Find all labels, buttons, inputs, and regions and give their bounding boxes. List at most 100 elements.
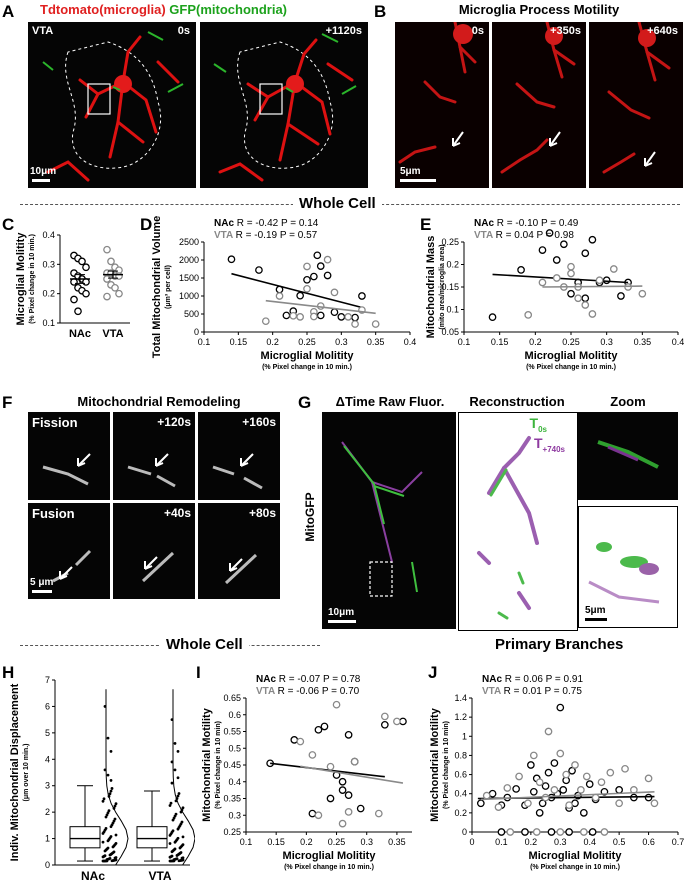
- data-point-nac: [282, 311, 291, 320]
- title-microglia: Tdtomato(microglia): [40, 2, 166, 17]
- x-tick-label: 0.35: [367, 337, 385, 347]
- panel-label-e: E: [420, 215, 432, 234]
- data-point-vta: [115, 289, 123, 298]
- data-point-vta: [314, 811, 323, 820]
- data-point-vta: [556, 828, 565, 836]
- data-point-vta: [494, 803, 503, 811]
- y-tick-label: 0.6: [228, 710, 241, 720]
- stats-nac: NAc R = 0.06 P = 0.91: [482, 674, 583, 685]
- x-category-label: NAc: [81, 869, 105, 883]
- distribution-point: [170, 854, 174, 858]
- x-tick-label: 0: [469, 837, 474, 847]
- data-point-nac: [581, 294, 590, 303]
- data-point-vta: [296, 737, 305, 746]
- data-point-vta: [524, 799, 532, 808]
- y-tick-label: 0.4: [42, 230, 55, 240]
- y-tick-label: 2500: [179, 237, 199, 247]
- data-point-vta: [552, 274, 561, 282]
- distribution-point: [101, 799, 105, 803]
- y-tick-label: 4: [45, 754, 50, 764]
- outlier-point: [176, 749, 180, 753]
- mito-image-graphic: [224, 553, 258, 585]
- process-image-graphic: [602, 22, 671, 174]
- y-tick-label: 0.65: [223, 693, 241, 703]
- distribution-point: [108, 857, 112, 860]
- data-point-nac: [535, 809, 544, 817]
- mito-raw-graphic: [341, 441, 423, 597]
- panel-g-raw-image: 10μm: [322, 412, 456, 629]
- data-point-vta: [393, 717, 401, 726]
- y-axis-sublabel: (% Pixel change in 10 min): [215, 721, 222, 809]
- x-axis-sublabel: (% Pixel change in 10 min.): [262, 364, 352, 371]
- fusion-image-1: Fusion 5 μm: [28, 503, 110, 599]
- data-point-nac: [541, 782, 550, 790]
- distribution-point: [105, 859, 109, 863]
- panel-b-image-3: +640s: [589, 22, 683, 188]
- data-point-nac: [313, 251, 322, 260]
- panel-a-image-1120s: +1120s: [200, 22, 368, 188]
- scale-label: 5μm: [400, 166, 421, 177]
- outlier-point: [176, 776, 180, 780]
- data-point-vta: [111, 283, 119, 292]
- data-point-vta: [350, 757, 359, 766]
- panel-f-title: Mitochondrial Remodeling: [77, 394, 241, 409]
- x-tick-label: 0.4: [583, 837, 596, 847]
- x-tick-label: 0.5: [613, 837, 626, 847]
- time-label-1120s: +1120s: [325, 25, 362, 37]
- panel-b-title: Microglia Process Motility: [458, 2, 620, 17]
- chart-j: 0 0.1 0.2 0.3 0.4 0.5 0.6 0.7 0 0.2 0.4 0.6 0.8 1 1.2 1…: [429, 674, 684, 871]
- distribution-point: [176, 794, 180, 798]
- scale-bar: [328, 620, 356, 623]
- fission-image-3: +160s: [198, 412, 280, 500]
- x-tick-label: 0.2: [266, 337, 279, 347]
- y-tick-label: 0.55: [223, 727, 241, 737]
- outlier-point: [173, 768, 177, 772]
- outlier-point: [106, 773, 110, 777]
- y-tick-label: 0.4: [454, 789, 467, 799]
- data-point-vta: [638, 289, 647, 298]
- distribution-point: [106, 846, 110, 850]
- data-point-nac: [303, 275, 311, 284]
- data-point-vta: [524, 311, 533, 319]
- y-tick-label: 0.1: [42, 318, 55, 328]
- x-tick-label: 0.1: [458, 337, 471, 347]
- data-point-nac: [538, 246, 547, 254]
- x-tick-label: 0.35: [388, 837, 406, 847]
- time-label: 0s: [471, 25, 484, 37]
- data-point-nac: [82, 289, 90, 298]
- y-tick-label: 1.2: [454, 712, 467, 722]
- y-axis-label: Microglial Molitity: [15, 232, 27, 326]
- data-point-nac: [527, 761, 535, 769]
- distribution-point: [113, 804, 117, 808]
- data-point-vta: [595, 276, 604, 285]
- fission-image-1: Fission: [28, 412, 110, 500]
- data-point-vta: [581, 301, 590, 309]
- x-tick-label: 0.25: [562, 337, 580, 347]
- x-tick-label: 0.2: [525, 837, 538, 847]
- x-axis-label: Microglial Molitity: [261, 350, 355, 362]
- distribution-point: [105, 813, 109, 817]
- y-tick-label: 1500: [179, 273, 199, 283]
- x-tick-label: 0.4: [404, 337, 417, 347]
- y-tick-label: 0.6: [454, 770, 467, 780]
- data-point-nac: [255, 266, 263, 274]
- y-tick-label: 0.8: [454, 750, 467, 760]
- y-axis-sublabel: (μm³ per cell): [165, 265, 172, 309]
- scale-bar: [32, 590, 52, 593]
- data-point-vta: [556, 749, 565, 758]
- y-axis-label: Mitochondrial Motility: [429, 707, 441, 822]
- data-point-vta: [103, 292, 111, 301]
- y-tick-label: 0.25: [223, 827, 241, 837]
- distribution-point: [114, 858, 118, 862]
- panel-g-zoom-raw: [578, 412, 678, 500]
- mito-image-graphic: [141, 551, 175, 583]
- data-point-vta: [565, 801, 573, 810]
- data-point-vta: [296, 313, 304, 321]
- x-tick-label: 0.2: [529, 337, 542, 347]
- density-curve: [105, 689, 129, 866]
- x-tick-label: 0.2: [300, 837, 313, 847]
- data-point-vta: [609, 265, 618, 273]
- y-tick-label: 1000: [179, 291, 199, 301]
- x-axis-sublabel: (% Pixel change in 10 min.): [284, 864, 374, 871]
- data-point-nac: [550, 759, 559, 767]
